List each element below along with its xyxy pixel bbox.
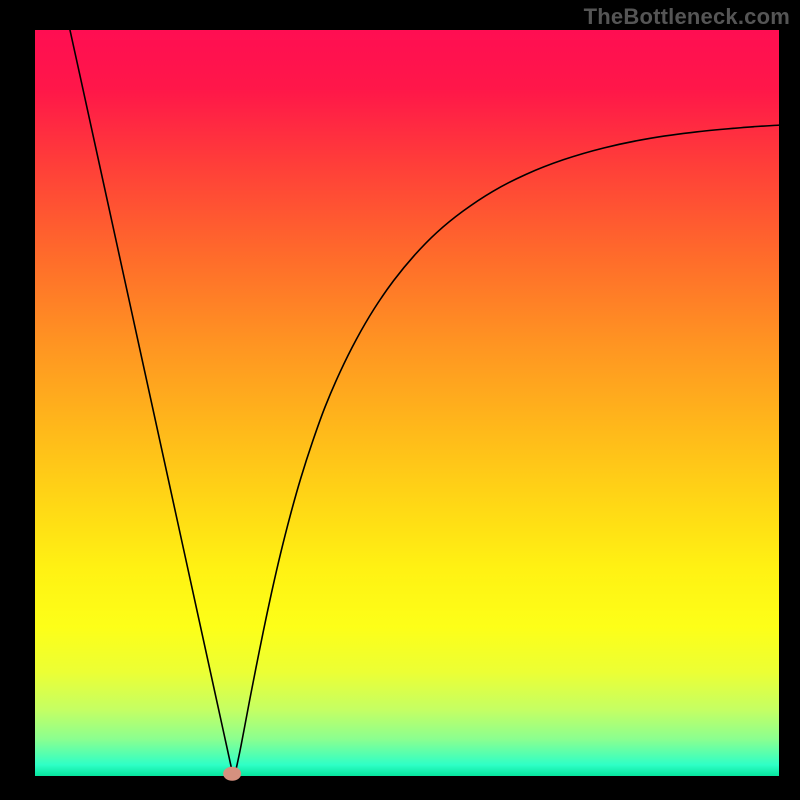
watermark-text: TheBottleneck.com bbox=[584, 4, 790, 30]
optimum-marker bbox=[223, 767, 241, 781]
bottleneck-curve-chart bbox=[0, 0, 800, 800]
chart-frame: TheBottleneck.com bbox=[0, 0, 800, 800]
plot-background bbox=[35, 30, 779, 776]
